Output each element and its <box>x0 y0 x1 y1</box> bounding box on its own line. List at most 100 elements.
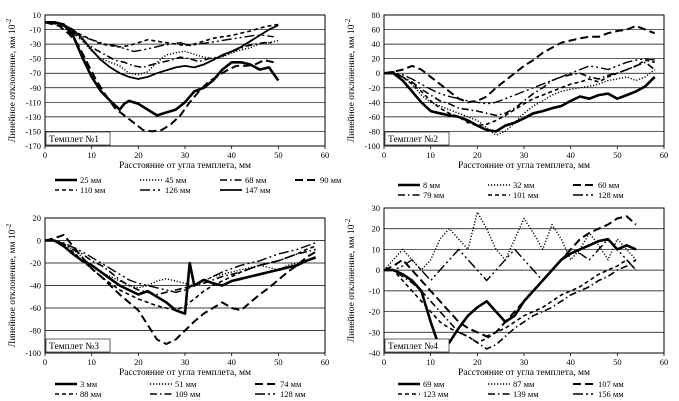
x-tick-label: 50 <box>613 150 622 160</box>
y-axis-label: Линейное отклонение, мм 10-2 <box>344 218 357 342</box>
x-axis-label: Расстояние от угла темплета, мм <box>119 161 251 171</box>
series-line-109мм <box>45 239 316 296</box>
series-line-51мм <box>45 239 316 289</box>
y-tick-label: -20 <box>30 258 41 268</box>
series-line-3мм <box>45 239 317 315</box>
plot-frame <box>383 207 665 354</box>
legend-label: 123 мм <box>423 389 449 399</box>
x-tick-label: 40 <box>227 150 236 160</box>
x-axis-label: Расстояние от угла темплета, мм <box>458 161 590 171</box>
panel-label-box <box>384 131 450 146</box>
y-tick-label: 10 <box>372 244 381 254</box>
y-tick-label: -50 <box>30 54 41 64</box>
y-axis-label: Линейное отклонение, мм 10-2 <box>344 18 357 142</box>
y-tick-label: 30 <box>372 203 381 213</box>
y-tick-label: -20 <box>369 307 380 317</box>
x-tick-label: 30 <box>181 357 190 367</box>
series-line-79мм <box>384 61 656 117</box>
x-axis-label: Расстояние от угла темплета, мм <box>119 368 251 378</box>
y-tick-label: -40 <box>369 97 380 107</box>
x-tick-label: 40 <box>566 357 575 367</box>
x-tick-label: 60 <box>321 150 330 160</box>
series-group <box>45 233 317 345</box>
legend-label: 110 мм <box>80 185 106 195</box>
legend-label: 45 мм <box>165 175 187 185</box>
legend-label: 88 мм <box>80 389 102 399</box>
legend-label: 79 мм <box>423 190 445 200</box>
x-axis-label: Расстояние от угла темплета, мм <box>458 368 590 378</box>
series-line-139мм <box>384 259 637 350</box>
x-tick-label: 30 <box>520 357 529 367</box>
legend-label: 128 мм <box>598 190 624 200</box>
x-tick-label: 10 <box>87 357 96 367</box>
y-tick-label: 10 <box>33 10 42 20</box>
y-tick-label: 0 <box>37 236 41 246</box>
y-tick-label: 60 <box>372 25 381 35</box>
x-tick-label: 40 <box>566 150 575 160</box>
y-tick-label: -40 <box>369 348 380 358</box>
y-tick-label: 20 <box>372 54 381 64</box>
y-tick-label: -30 <box>369 327 380 337</box>
legend-label: 69 мм <box>423 379 445 389</box>
legend-label: 156 мм <box>598 389 624 399</box>
panel-label-box <box>45 338 111 353</box>
y-tick-label: -90 <box>30 83 41 93</box>
series-line-87мм <box>384 211 637 271</box>
series-line-45мм <box>45 21 279 76</box>
panel-label: Темплет №3 <box>49 342 99 352</box>
y-tick-label: 20 <box>33 213 42 223</box>
y-tick-label: -10 <box>30 25 41 35</box>
series-line-101мм <box>384 59 655 127</box>
x-tick-label: 20 <box>134 150 143 160</box>
y-tick-label: 0 <box>376 68 380 78</box>
series-line-147мм <box>45 21 279 80</box>
series-line-68мм <box>45 21 274 69</box>
y-tick-label: -70 <box>30 68 41 78</box>
series-line-88мм <box>45 239 316 312</box>
y-tick-label: -30 <box>30 39 41 49</box>
legend-label: 90 мм <box>320 175 342 185</box>
series-group <box>45 21 280 133</box>
y-tick-label: 80 <box>372 10 381 20</box>
x-tick-label: 40 <box>227 357 236 367</box>
legend-label: 8 мм <box>423 180 441 190</box>
series-line-107мм <box>384 215 637 338</box>
y-tick-label: -40 <box>30 281 41 291</box>
legend-label: 109 мм <box>175 389 201 399</box>
plot-frame <box>44 14 326 147</box>
legend-label: 101 мм <box>513 190 539 200</box>
legend-label: 74 мм <box>280 379 302 389</box>
legend-label: 60 мм <box>598 180 620 190</box>
x-tick-label: 60 <box>660 150 669 160</box>
y-tick-label: -130 <box>25 112 41 122</box>
legend-label: 32 мм <box>513 180 535 190</box>
panel-label: Темплет №1 <box>49 135 99 145</box>
y-tick-label: 0 <box>376 265 380 275</box>
series-line-128мм <box>45 239 316 293</box>
x-tick-label: 0 <box>382 357 386 367</box>
series-line-110мм <box>45 21 279 48</box>
x-tick-label: 10 <box>87 150 96 160</box>
x-tick-label: 20 <box>134 357 143 367</box>
x-tick-label: 20 <box>473 357 482 367</box>
x-tick-label: 60 <box>321 357 330 367</box>
legend-label: 139 мм <box>513 389 539 399</box>
series-line-8мм <box>384 71 656 133</box>
y-tick-label: -110 <box>26 97 41 107</box>
legend-label: 126 мм <box>165 185 191 195</box>
series-line-60мм <box>384 24 656 104</box>
y-tick-label: -170 <box>25 141 41 151</box>
y-tick-label: -150 <box>25 126 41 136</box>
x-tick-label: 20 <box>473 150 482 160</box>
x-tick-label: 60 <box>660 357 669 367</box>
series-line-128мм <box>384 58 655 105</box>
panel-label-box <box>45 131 111 146</box>
x-tick-label: 50 <box>613 357 622 367</box>
x-tick-label: 10 <box>426 357 435 367</box>
series-group <box>384 24 656 136</box>
series-line-90мм <box>45 21 274 133</box>
x-tick-label: 10 <box>426 150 435 160</box>
